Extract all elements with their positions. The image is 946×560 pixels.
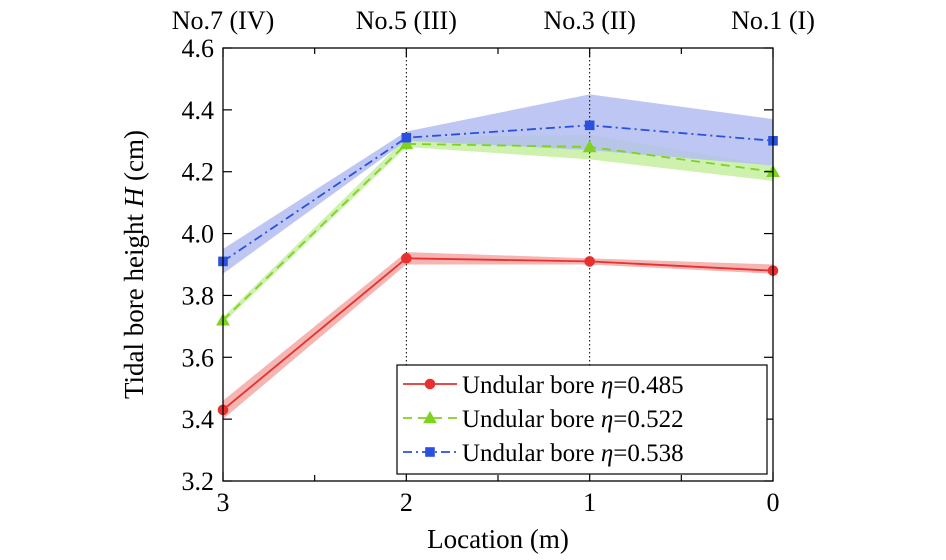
legend-entry-label: Undular bore η=0.522 <box>462 406 684 433</box>
y-axis-label: Tidal bore height H (cm) <box>119 130 149 399</box>
band-series-2 <box>223 134 773 324</box>
y-tick-label: 3.8 <box>182 281 215 310</box>
y-tick-label: 4.4 <box>182 96 215 125</box>
legend-entry-symbol: η <box>601 440 613 467</box>
data-point <box>401 253 412 264</box>
legend-entry-symbol: η <box>601 406 613 433</box>
legend-entry-symbol: η <box>601 372 613 399</box>
data-point <box>584 120 595 131</box>
data-point <box>584 256 595 267</box>
x-tick-label: 3 <box>217 488 230 517</box>
data-point <box>582 139 597 153</box>
legend-entry-value: =0.485 <box>613 372 683 399</box>
y-tick-label: 4.6 <box>182 34 215 63</box>
legend-entry-value: =0.538 <box>613 440 683 467</box>
x-axis-label: Location (m) <box>427 524 569 554</box>
legend-entry-value: =0.522 <box>613 406 683 433</box>
top-axis-label: No.5 (III) <box>356 6 457 35</box>
top-axis-label: No.7 (IV) <box>172 6 275 35</box>
legend-entry-label: Undular bore η=0.485 <box>462 372 684 399</box>
top-axis-label: No.3 (II) <box>543 6 635 35</box>
series-line-2 <box>222 142 774 321</box>
series-line-1 <box>222 257 774 411</box>
series-line-3 <box>222 124 774 263</box>
y-tick-label: 3.6 <box>182 343 215 372</box>
legend-marker <box>424 378 436 390</box>
y-axis-label-unit: (cm) <box>119 130 149 188</box>
y-tick-label: 4.0 <box>182 220 215 249</box>
legend-entry-name: Undular bore <box>462 406 601 433</box>
legend-entry-label: Undular bore η=0.538 <box>462 440 684 467</box>
confidence-bands <box>223 94 773 420</box>
y-tick-label: 3.4 <box>182 405 215 434</box>
plot-axes <box>222 47 774 482</box>
legend-marker <box>425 447 435 457</box>
legend-marker <box>423 410 437 424</box>
y-axis-label-prefix: Tidal bore height <box>119 207 149 399</box>
top-axis-label: No.1 (I) <box>731 6 815 35</box>
y-axis-label-variable: H <box>119 186 149 208</box>
y-tick-label: 3.2 <box>182 467 215 496</box>
band-series-1 <box>223 252 773 420</box>
data-point <box>401 132 412 143</box>
band-series-3 <box>223 94 773 274</box>
data-point <box>399 136 414 150</box>
legend-entry-name: Undular bore <box>462 372 601 399</box>
x-tick-label: 2 <box>400 488 413 517</box>
series-lines <box>222 124 774 411</box>
y-tick-label: 4.2 <box>182 158 215 187</box>
legend-entry-name: Undular bore <box>462 440 601 467</box>
tick-labels: 3.2 3.4 3.6 3.8 4.0 4.2 4.4 4.6 3 2 1 0 No.7 (IV) No.… <box>172 6 815 517</box>
legend-box <box>396 364 768 475</box>
x-tick-label: 1 <box>583 488 596 517</box>
x-tick-label: 0 <box>767 488 780 517</box>
